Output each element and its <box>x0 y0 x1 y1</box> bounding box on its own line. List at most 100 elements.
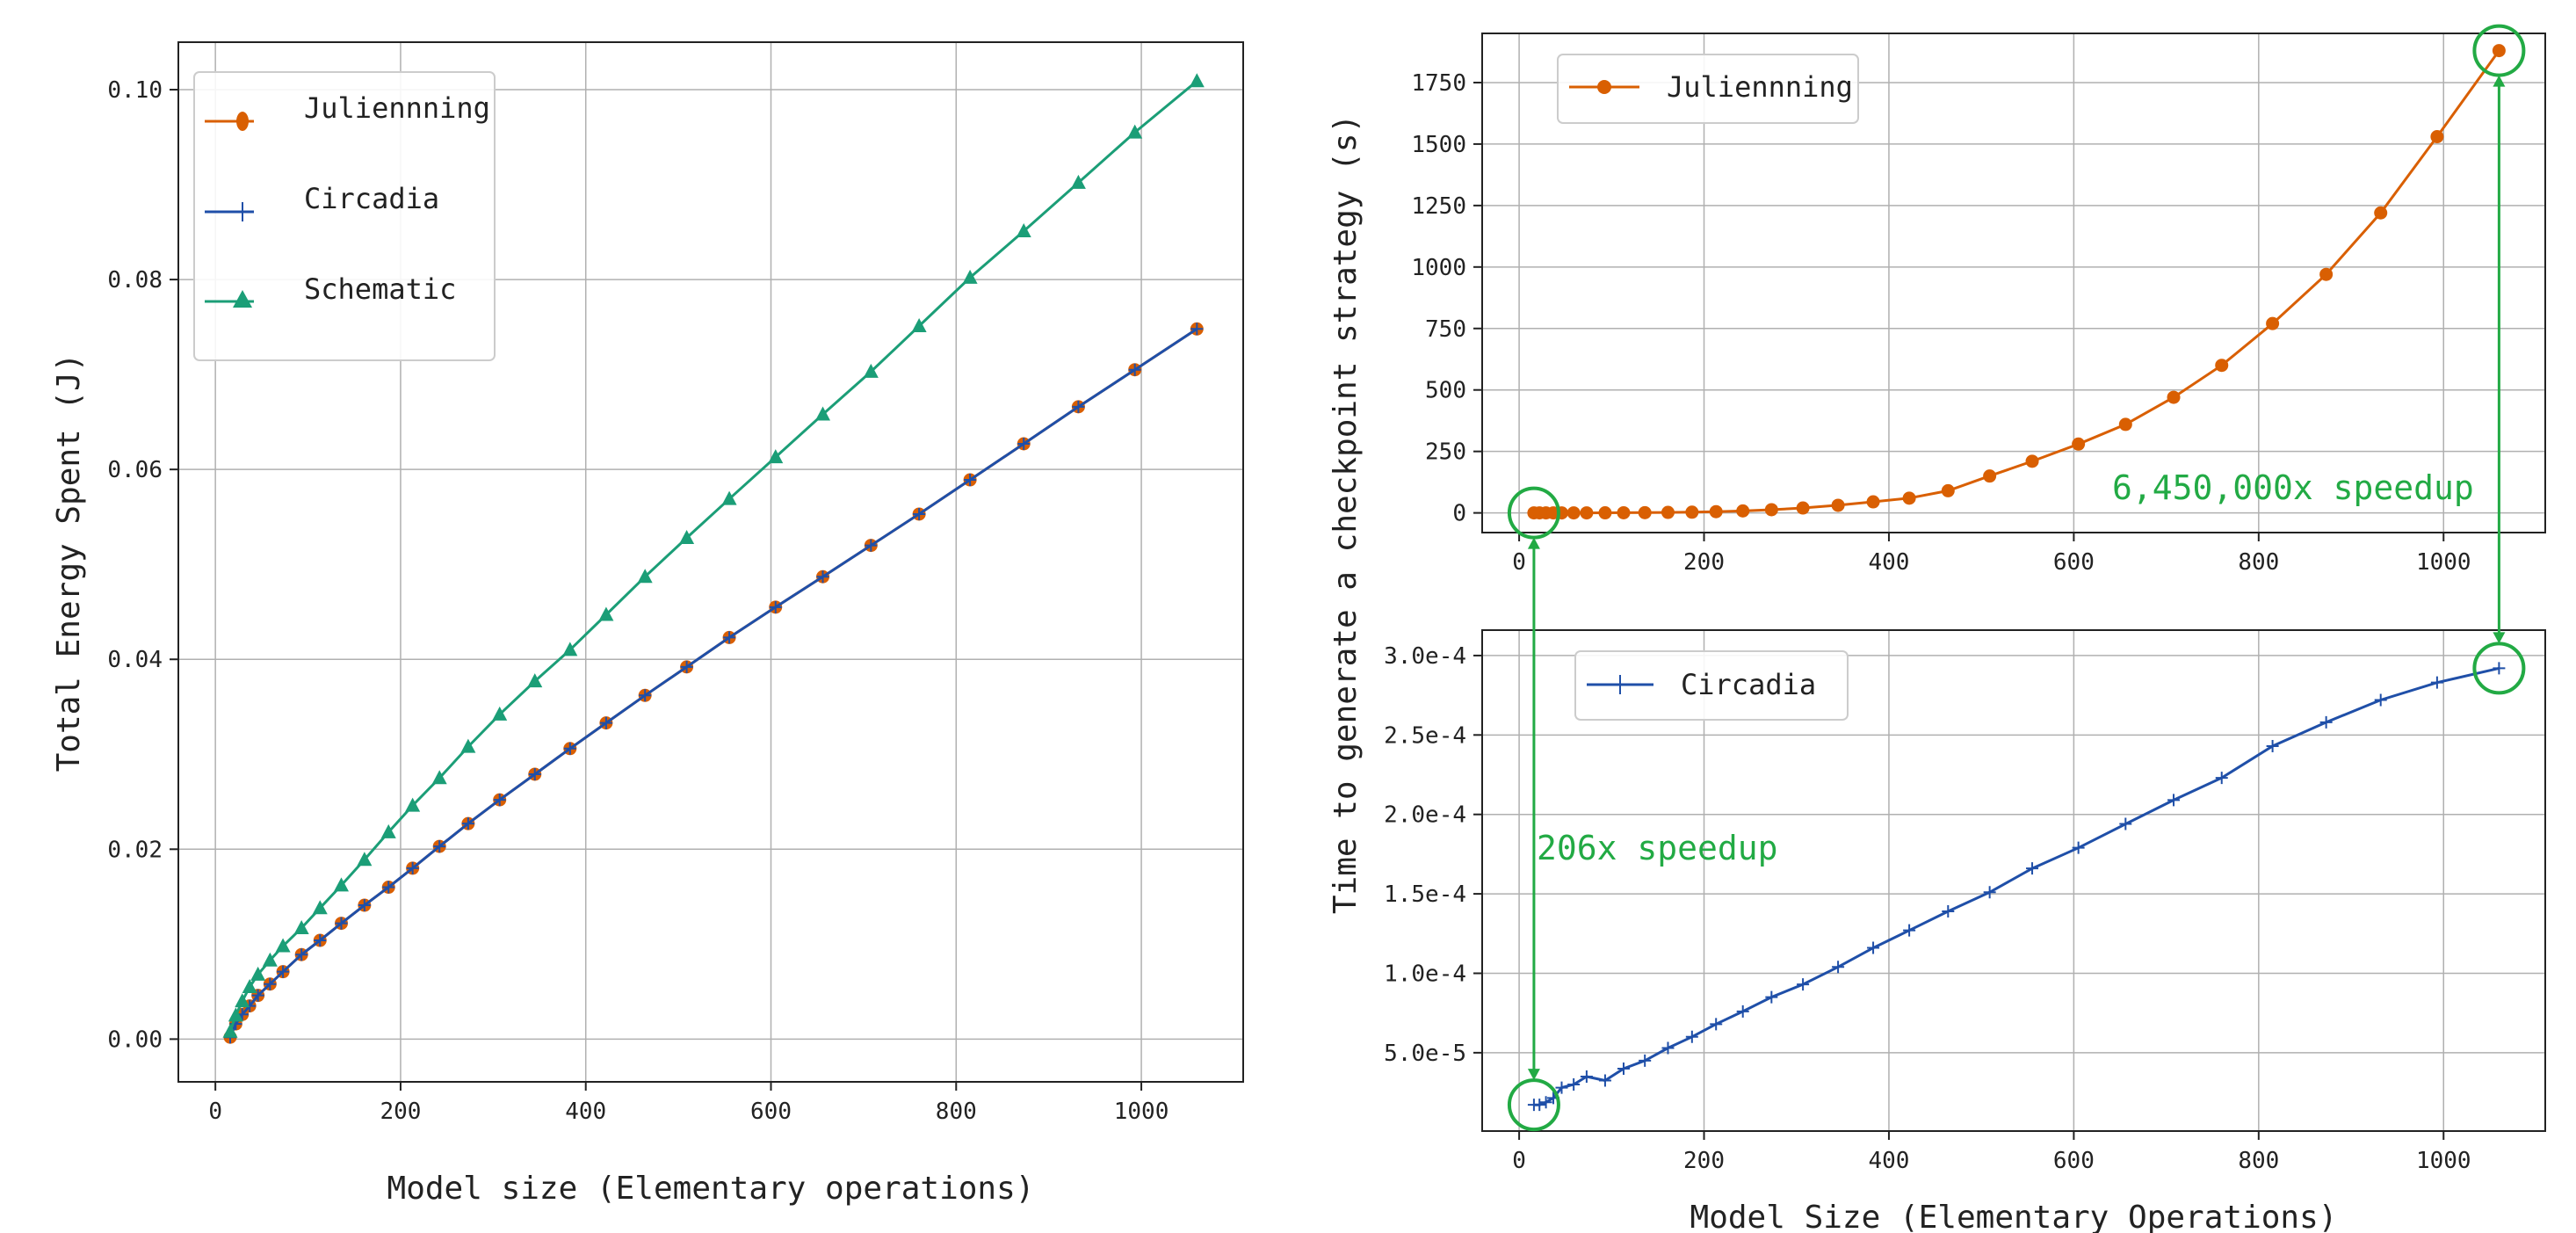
data-point <box>679 529 695 544</box>
data-point <box>1070 174 1086 189</box>
x-tick-label: 800 <box>2238 1148 2279 1174</box>
data-point <box>2072 841 2085 854</box>
legend-label-schematic: Schematic <box>304 272 456 306</box>
juliennning-time-legend-box <box>1557 54 1859 124</box>
energy-series <box>222 73 1205 1044</box>
y-tick-label: 1000 <box>1411 255 1466 281</box>
y-tick-label: 1.0e-4 <box>1384 961 1466 987</box>
data-point <box>235 993 250 1008</box>
y-tick-label: 1750 <box>1411 70 1466 97</box>
data-point <box>598 606 614 621</box>
y-tick-label: 0.04 <box>107 647 163 673</box>
data-point <box>1983 469 1997 483</box>
data-point <box>2492 44 2506 58</box>
circadia-time-legend-box <box>1574 650 1849 721</box>
legend-label-circadia: Circadia <box>304 182 439 215</box>
circadia-time-chart: 0 200 400 600 800 1000 5.0e-5 1.0e-4 1.5e-4 2.0e… <box>1384 629 2546 1233</box>
circadia-time-series <box>1527 662 2506 1112</box>
data-point <box>1638 505 1652 519</box>
y-tick-label: 1500 <box>1411 132 1466 158</box>
data-point <box>380 823 396 838</box>
data-point <box>242 978 257 993</box>
data-point <box>1685 505 1699 519</box>
arrow-head <box>1527 537 1540 549</box>
data-point <box>405 797 421 812</box>
legend-marker-triangle <box>233 290 252 308</box>
speedup-callouts <box>1507 24 2526 1132</box>
data-point <box>528 767 541 780</box>
juliennning-time-legend: Juliennning <box>1557 54 1859 124</box>
data-point <box>1831 498 1845 512</box>
y-tick-label: 250 <box>1425 439 1466 466</box>
data-point <box>815 406 831 421</box>
data-point <box>1580 1070 1593 1083</box>
data-point <box>2119 817 2132 830</box>
energy-y-axis-label: Total Energy Spent (J) <box>51 353 87 772</box>
energy-y-ticks: 0.00 0.02 0.04 0.06 0.08 0.10 <box>107 77 178 1053</box>
y-tick-label: 2.0e-4 <box>1384 802 1466 829</box>
data-point <box>314 934 327 947</box>
y-tick-label: 1.5e-4 <box>1384 881 1466 908</box>
data-point <box>262 952 278 967</box>
x-tick-label: 200 <box>1683 549 1725 576</box>
data-point <box>964 474 977 487</box>
y-tick-label: 3.0e-4 <box>1384 643 1466 670</box>
data-point <box>1832 961 1845 974</box>
data-point <box>563 742 576 755</box>
y-tick-label: 0.02 <box>107 837 163 863</box>
legend-label-circadia: Circadia <box>1681 668 1816 701</box>
data-point <box>680 660 693 673</box>
data-point <box>2493 662 2506 675</box>
data-point <box>228 1007 243 1022</box>
data-point <box>1567 506 1581 520</box>
data-point <box>382 881 395 894</box>
data-point <box>2374 693 2387 707</box>
data-point <box>816 570 829 584</box>
data-point <box>2319 715 2333 729</box>
data-point <box>768 449 784 464</box>
x-tick-label: 200 <box>380 1099 421 1125</box>
energy-x-ticks: 0 200 400 600 800 1000 <box>208 1082 1169 1125</box>
data-point <box>1567 1078 1581 1092</box>
data-point <box>2167 794 2181 807</box>
y-tick-label: 0.00 <box>107 1026 163 1053</box>
legend-item-schematic: Schematic <box>205 272 456 308</box>
data-point <box>1764 503 1778 517</box>
circadia-time-y-ticks: 5.0e-5 1.0e-4 1.5e-4 2.0e-4 2.5e-4 3.0e-4 <box>1384 643 1482 1067</box>
data-point <box>1617 505 1631 519</box>
data-point <box>2266 739 2279 752</box>
data-point <box>2072 437 2086 451</box>
y-tick-label: 0 <box>1452 501 1466 527</box>
data-point <box>277 965 290 978</box>
x-tick-label: 600 <box>750 1099 792 1125</box>
legend-marker-circle <box>236 112 249 131</box>
energy-legend: Juliennning Circadia Schematic <box>193 71 496 361</box>
energy-chart: 0 200 400 600 800 1000 0.000.020.040.060.080.… <box>51 41 1244 1207</box>
data-point <box>911 318 927 333</box>
y-tick-label: 0.08 <box>107 267 163 294</box>
circadia-time-plot-frame <box>1481 629 2546 1132</box>
data-point <box>2215 359 2229 373</box>
data-point <box>1661 1041 1675 1055</box>
energy-x-axis-label: Model size (Elementary operations) <box>387 1171 1035 1207</box>
data-point <box>962 269 978 284</box>
y-tick-label: 1250 <box>1411 193 1466 220</box>
data-point <box>250 966 266 981</box>
data-point <box>1598 1074 1611 1087</box>
data-point <box>2118 417 2132 432</box>
legend-marker-circle <box>1597 80 1611 94</box>
data-point <box>264 977 277 990</box>
data-point <box>2430 676 2443 689</box>
data-point <box>1867 941 1880 954</box>
data-point <box>1942 904 1955 917</box>
data-point <box>1189 73 1205 88</box>
data-point <box>333 877 349 892</box>
data-point <box>913 507 926 520</box>
data-point <box>1190 323 1204 336</box>
data-point <box>493 794 506 807</box>
data-point <box>251 989 264 1002</box>
time-y-axis-label: Time to generate a checkpoint strategy (… <box>1328 114 1364 914</box>
data-point <box>1072 400 1085 413</box>
data-point <box>312 900 328 915</box>
data-point <box>293 919 309 934</box>
